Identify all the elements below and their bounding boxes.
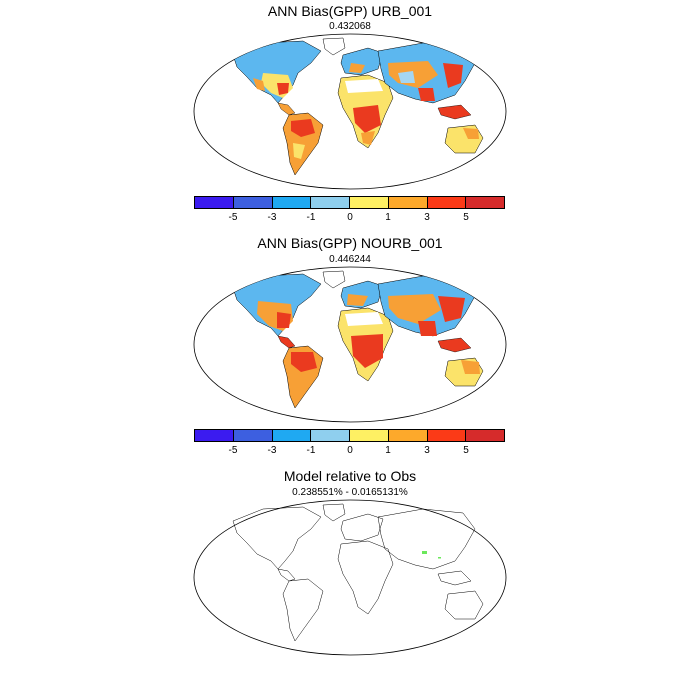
panel-3-title: Model relative to Obs (283, 468, 417, 484)
colorbar-tick-label: 0 (347, 445, 353, 456)
colorbar-swatch (350, 197, 389, 208)
panel-1-land (232, 37, 484, 176)
panel-3-map (193, 499, 507, 656)
panel-3-subtitle: 0.238551% - 0.0165131% (292, 487, 408, 498)
colorbar-swatch (350, 430, 389, 441)
panel-2-map (193, 266, 507, 423)
panel-2-land (232, 270, 484, 409)
panel-1-colorbar (194, 196, 505, 209)
colorbar-tick-label: -3 (267, 212, 277, 223)
colorbar-tick-label: -1 (306, 445, 316, 456)
colorbar-swatch (195, 430, 234, 441)
colorbar-swatch (388, 430, 428, 441)
colorbar-swatch (233, 197, 273, 208)
panel-2-title: ANN Bias(GPP) NOURB_001 (257, 235, 443, 251)
colorbar-swatch (195, 197, 234, 208)
panel-2-colorbar (194, 429, 505, 442)
green-marker (438, 557, 441, 559)
colorbar-tick-label: 3 (424, 212, 430, 223)
colorbar-tick-label: -1 (306, 212, 316, 223)
colorbar-tick-label: -5 (228, 445, 238, 456)
colorbar-swatch (427, 430, 467, 441)
panel-3-coastlines (232, 503, 484, 642)
colorbar-swatch (311, 430, 350, 441)
colorbar-swatch (233, 430, 273, 441)
green-marker (422, 551, 427, 554)
colorbar-swatch (427, 197, 467, 208)
colorbar-swatch (311, 197, 350, 208)
panel-1-map (193, 33, 507, 190)
colorbar-tick-label: -3 (267, 445, 277, 456)
colorbar-tick-label: 5 (463, 445, 469, 456)
colorbar-tick-label: 0 (347, 212, 353, 223)
colorbar-tick-label: 3 (424, 445, 430, 456)
panel-2-subtitle: 0.446244 (329, 254, 371, 265)
colorbar-tick-label: 1 (385, 212, 391, 223)
colorbar-tick-label: -5 (228, 212, 238, 223)
colorbar-swatch (466, 197, 504, 208)
panel-1-subtitle: 0.432068 (329, 21, 371, 32)
colorbar-swatch (272, 430, 312, 441)
colorbar-tick-label: 5 (463, 212, 469, 223)
panel-1-title: ANN Bias(GPP) URB_001 (267, 3, 433, 19)
colorbar-swatch (466, 430, 504, 441)
colorbar-tick-label: 1 (385, 445, 391, 456)
colorbar-swatch (388, 197, 428, 208)
colorbar-swatch (272, 197, 312, 208)
